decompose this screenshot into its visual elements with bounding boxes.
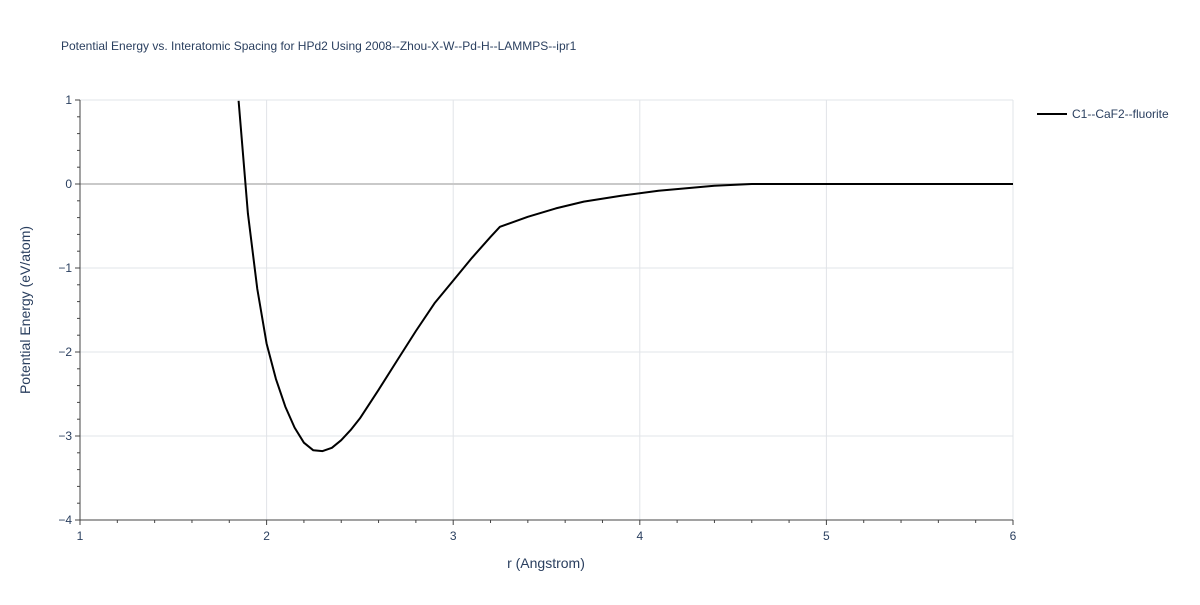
legend[interactable]: C1--CaF2--fluorite [1037, 107, 1169, 121]
y-tick-label: −4 [58, 513, 72, 527]
y-tick-label: −2 [58, 345, 72, 359]
chart-title: Potential Energy vs. Interatomic Spacing… [61, 39, 577, 53]
legend-label: C1--CaF2--fluorite [1072, 107, 1169, 121]
y-axis-title: Potential Energy (eV/atom) [17, 226, 33, 394]
x-tick-label: 1 [77, 529, 84, 543]
series-line [237, 100, 1013, 453]
y-tick-label: −1 [58, 261, 72, 275]
axis-layer: 1 2 3 4 5 6 1 0 −1 −2 −3 −4 [58, 93, 1016, 543]
grid-layer [80, 99, 1014, 520]
x-axis-title: r (Angstrom) [507, 555, 585, 571]
x-tick-label: 6 [1010, 529, 1017, 543]
y-tick-label: 0 [65, 177, 72, 191]
x-tick-label: 5 [823, 529, 830, 543]
series-layer [237, 100, 1013, 453]
x-tick-label: 4 [636, 529, 643, 543]
y-tick-label: 1 [65, 93, 72, 107]
y-tick-label: −3 [58, 429, 72, 443]
x-tick-label: 2 [263, 529, 270, 543]
x-tick-label: 3 [450, 529, 457, 543]
